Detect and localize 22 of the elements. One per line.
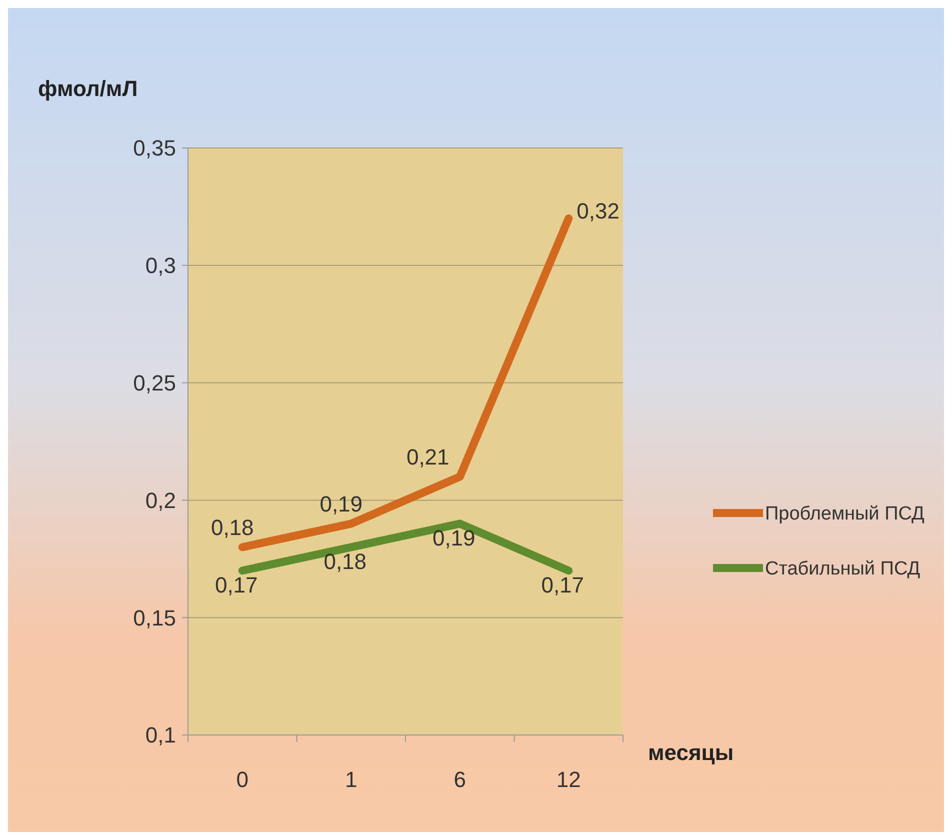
legend-label: Стабильный ПСД bbox=[765, 558, 920, 580]
data-label: 0,18 bbox=[210, 515, 254, 540]
legend-label: Проблемный ПСД bbox=[765, 504, 925, 525]
data-label: 0,18 bbox=[324, 549, 367, 574]
y-axis-title: фмол/мЛ bbox=[38, 76, 138, 101]
data-label: 0,32 bbox=[576, 198, 620, 224]
data-label: 0,19 bbox=[432, 526, 476, 551]
y-tick-label: 0,15 bbox=[133, 605, 176, 630]
x-tick-label: 12 bbox=[556, 767, 581, 792]
data-label: 0,17 bbox=[214, 572, 258, 598]
data-label: 0,21 bbox=[406, 444, 450, 470]
y-tick-label: 0,35 bbox=[133, 136, 176, 161]
x-tick-label: 1 bbox=[345, 767, 358, 792]
data-label: 0,17 bbox=[541, 572, 584, 598]
y-tick-label: 0,2 bbox=[145, 488, 176, 513]
data-label: 0,19 bbox=[320, 492, 363, 517]
x-tick-label: 6 bbox=[454, 767, 466, 792]
y-tick-label: 0,1 bbox=[145, 722, 176, 748]
x-tick-label: 0 bbox=[236, 767, 248, 792]
y-tick-label: 0,25 bbox=[133, 370, 176, 396]
y-tick-label: 0,3 bbox=[145, 253, 176, 278]
x-axis-title: месяцы bbox=[648, 740, 734, 765]
